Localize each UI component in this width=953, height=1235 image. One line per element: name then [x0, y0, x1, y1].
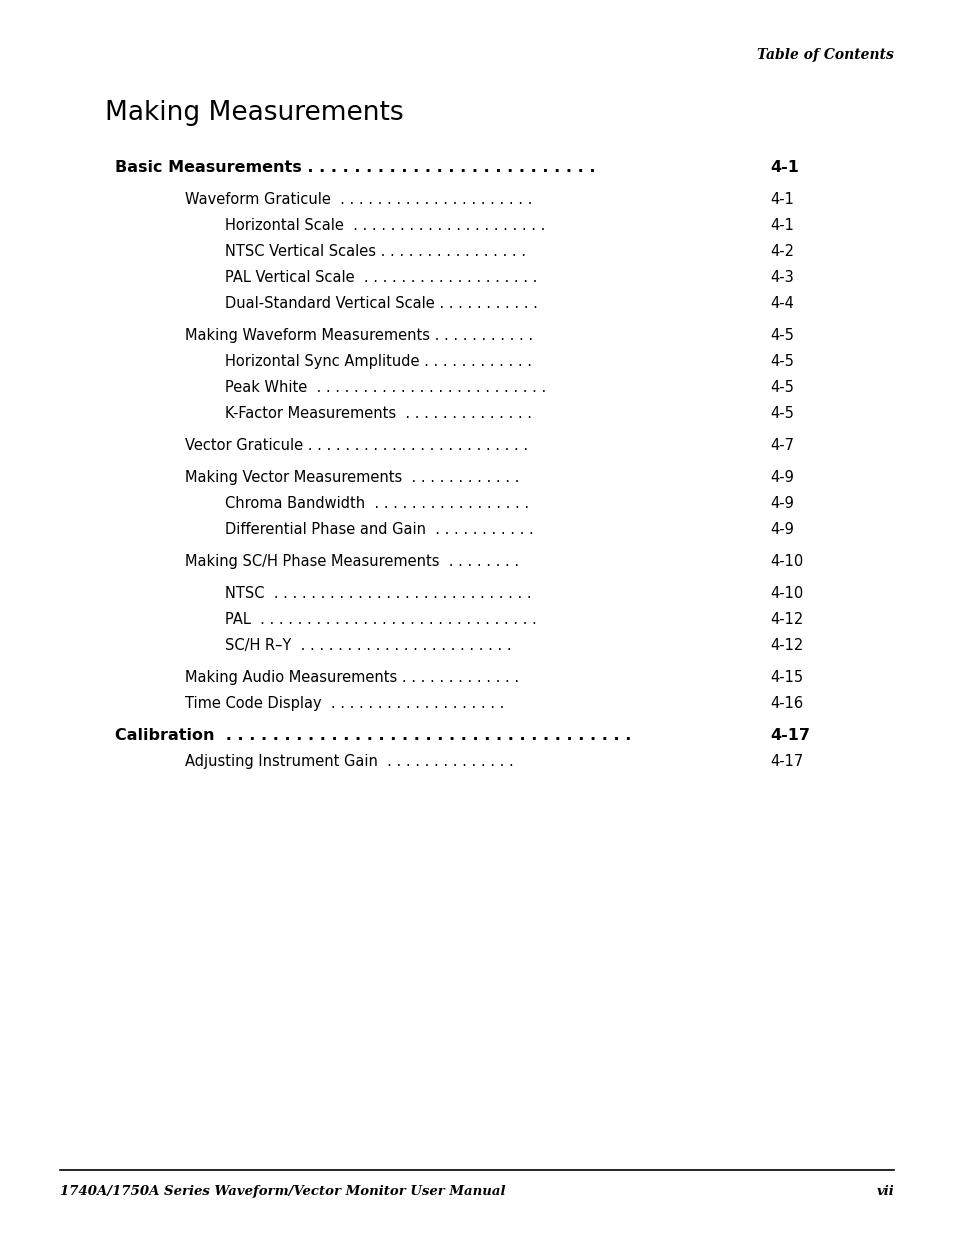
Text: Chroma Bandwidth  . . . . . . . . . . . . . . . . .: Chroma Bandwidth . . . . . . . . . . . .… — [225, 496, 529, 511]
Text: 4-1: 4-1 — [769, 161, 798, 175]
Text: Waveform Graticule  . . . . . . . . . . . . . . . . . . . . .: Waveform Graticule . . . . . . . . . . .… — [185, 191, 532, 207]
Text: 4-4: 4-4 — [769, 296, 793, 311]
Text: Making Measurements: Making Measurements — [105, 100, 403, 126]
Text: Horizontal Scale  . . . . . . . . . . . . . . . . . . . . .: Horizontal Scale . . . . . . . . . . . .… — [225, 219, 545, 233]
Text: 4-12: 4-12 — [769, 638, 802, 653]
Text: Adjusting Instrument Gain  . . . . . . . . . . . . . .: Adjusting Instrument Gain . . . . . . . … — [185, 755, 514, 769]
Text: Differential Phase and Gain  . . . . . . . . . . .: Differential Phase and Gain . . . . . . … — [225, 522, 533, 537]
Text: vii: vii — [876, 1186, 893, 1198]
Text: PAL  . . . . . . . . . . . . . . . . . . . . . . . . . . . . . .: PAL . . . . . . . . . . . . . . . . . . … — [225, 613, 537, 627]
Text: 4-1: 4-1 — [769, 191, 793, 207]
Text: NTSC Vertical Scales . . . . . . . . . . . . . . . .: NTSC Vertical Scales . . . . . . . . . .… — [225, 245, 525, 259]
Text: SC/H R–Y  . . . . . . . . . . . . . . . . . . . . . . .: SC/H R–Y . . . . . . . . . . . . . . . .… — [225, 638, 511, 653]
Text: Making Vector Measurements  . . . . . . . . . . . .: Making Vector Measurements . . . . . . .… — [185, 471, 518, 485]
Text: Calibration  . . . . . . . . . . . . . . . . . . . . . . . . . . . . . . . . . .: Calibration . . . . . . . . . . . . . . … — [115, 727, 631, 743]
Text: 4-5: 4-5 — [769, 406, 793, 421]
Text: NTSC  . . . . . . . . . . . . . . . . . . . . . . . . . . . .: NTSC . . . . . . . . . . . . . . . . . .… — [225, 585, 531, 601]
Text: 1740A/1750A Series Waveform/Vector Monitor User Manual: 1740A/1750A Series Waveform/Vector Monit… — [60, 1186, 505, 1198]
Text: 4-1: 4-1 — [769, 219, 793, 233]
Text: 4-15: 4-15 — [769, 671, 802, 685]
Text: 4-5: 4-5 — [769, 380, 793, 395]
Text: 4-9: 4-9 — [769, 496, 793, 511]
Text: 4-9: 4-9 — [769, 522, 793, 537]
Text: 4-9: 4-9 — [769, 471, 793, 485]
Text: Peak White  . . . . . . . . . . . . . . . . . . . . . . . . .: Peak White . . . . . . . . . . . . . . .… — [225, 380, 546, 395]
Text: 4-2: 4-2 — [769, 245, 793, 259]
Text: Vector Graticule . . . . . . . . . . . . . . . . . . . . . . . .: Vector Graticule . . . . . . . . . . . .… — [185, 438, 528, 453]
Text: K-Factor Measurements  . . . . . . . . . . . . . .: K-Factor Measurements . . . . . . . . . … — [225, 406, 532, 421]
Text: Time Code Display  . . . . . . . . . . . . . . . . . . .: Time Code Display . . . . . . . . . . . … — [185, 697, 504, 711]
Text: Basic Measurements . . . . . . . . . . . . . . . . . . . . . . . . .: Basic Measurements . . . . . . . . . . .… — [115, 161, 595, 175]
Text: 4-5: 4-5 — [769, 329, 793, 343]
Text: PAL Vertical Scale  . . . . . . . . . . . . . . . . . . .: PAL Vertical Scale . . . . . . . . . . .… — [225, 270, 537, 285]
Text: 4-3: 4-3 — [769, 270, 793, 285]
Text: Table of Contents: Table of Contents — [757, 48, 893, 62]
Text: 4-17: 4-17 — [769, 727, 809, 743]
Text: 4-10: 4-10 — [769, 555, 802, 569]
Text: 4-7: 4-7 — [769, 438, 793, 453]
Text: 4-16: 4-16 — [769, 697, 802, 711]
Text: 4-5: 4-5 — [769, 354, 793, 369]
Text: Making Audio Measurements . . . . . . . . . . . . .: Making Audio Measurements . . . . . . . … — [185, 671, 518, 685]
Text: 4-17: 4-17 — [769, 755, 802, 769]
Text: Dual-Standard Vertical Scale . . . . . . . . . . .: Dual-Standard Vertical Scale . . . . . .… — [225, 296, 537, 311]
Text: Horizontal Sync Amplitude . . . . . . . . . . . .: Horizontal Sync Amplitude . . . . . . . … — [225, 354, 532, 369]
Text: Making SC/H Phase Measurements  . . . . . . . .: Making SC/H Phase Measurements . . . . .… — [185, 555, 518, 569]
Text: 4-12: 4-12 — [769, 613, 802, 627]
Text: 4-10: 4-10 — [769, 585, 802, 601]
Text: Making Waveform Measurements . . . . . . . . . . .: Making Waveform Measurements . . . . . .… — [185, 329, 533, 343]
